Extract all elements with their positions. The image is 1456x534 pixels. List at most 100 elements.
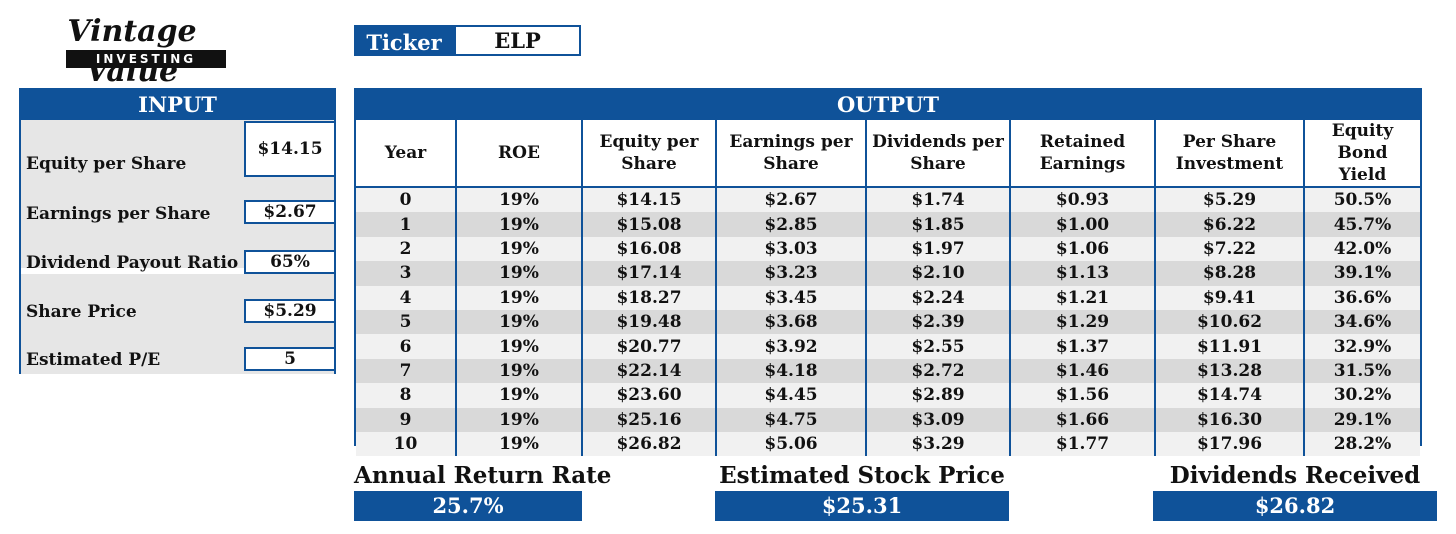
col-header-roe: ROE — [456, 120, 583, 188]
cell-equity-per-share: $26.82 — [582, 431, 717, 457]
cell-per-share-investment: $9.41 — [1155, 285, 1305, 310]
cell-dividends-per-share: $2.55 — [866, 334, 1011, 359]
table-row: 2 19% $16.08 $3.03 $1.97 $1.06 $7.22 42.0% — [356, 236, 1420, 262]
earnings-per-share-input[interactable]: $2.67 — [244, 200, 336, 224]
cell-roe: 19% — [456, 407, 583, 432]
cell-equity-per-share: $17.14 — [582, 261, 717, 286]
cell-roe: 19% — [456, 236, 583, 262]
cell-equity-per-share: $15.08 — [582, 212, 717, 237]
cell-retained-earnings: $1.06 — [1010, 236, 1156, 262]
cell-year: 10 — [356, 431, 457, 457]
cell-earnings-per-share: $4.45 — [716, 383, 867, 408]
cell-equity-bond-yield: 45.7% — [1304, 212, 1420, 237]
col-header-per-share-investment: Per Share Investment — [1155, 120, 1305, 188]
cell-roe: 19% — [456, 261, 583, 286]
cell-equity-per-share: $22.14 — [582, 358, 717, 384]
cell-per-share-investment: $7.22 — [1155, 236, 1305, 262]
cell-equity-bond-yield: 31.5% — [1304, 358, 1420, 384]
output-panel: OUTPUT Year ROE Equity per Share Earnings… — [354, 88, 1422, 457]
cell-dividends-per-share: $3.29 — [866, 431, 1011, 457]
dividend-payout-ratio-input[interactable]: 65% — [244, 250, 336, 274]
table-row: 4 19% $18.27 $3.45 $2.24 $1.21 $9.41 36.6% — [356, 285, 1420, 310]
table-row: 9 19% $25.16 $4.75 $3.09 $1.66 $16.30 29.1% — [356, 407, 1420, 432]
logo-band-text: INVESTING — [66, 50, 226, 68]
cell-roe: 19% — [456, 358, 583, 384]
cell-retained-earnings: $1.77 — [1010, 431, 1156, 457]
cell-earnings-per-share: $2.85 — [716, 212, 867, 237]
cell-year: 9 — [356, 407, 457, 432]
estimated-pe-input[interactable]: 5 — [244, 347, 336, 371]
cell-roe: 19% — [456, 187, 583, 213]
cell-roe: 19% — [456, 212, 583, 237]
cell-equity-per-share: $14.15 — [582, 187, 717, 213]
cell-earnings-per-share: $3.23 — [716, 261, 867, 286]
cell-roe: 19% — [456, 334, 583, 359]
cell-equity-bond-yield: 32.9% — [1304, 334, 1420, 359]
dividends-received-value: $26.82 — [1153, 491, 1437, 521]
col-header-dividends-per-share: Dividends per Share — [866, 120, 1011, 188]
table-row: 8 19% $23.60 $4.45 $2.89 $1.56 $14.74 30.2% — [356, 383, 1420, 408]
cell-year: 6 — [356, 334, 457, 359]
cell-dividends-per-share: $2.10 — [866, 261, 1011, 286]
cell-equity-bond-yield: 28.2% — [1304, 431, 1420, 457]
cell-equity-bond-yield: 39.1% — [1304, 261, 1420, 286]
equity-per-share-input[interactable]: $14.15 — [244, 121, 336, 177]
cell-dividends-per-share: $2.72 — [866, 358, 1011, 384]
cell-per-share-investment: $6.22 — [1155, 212, 1305, 237]
col-header-year: Year — [356, 120, 457, 188]
cell-earnings-per-share: $3.68 — [716, 309, 867, 335]
cell-year: 5 — [356, 309, 457, 335]
earnings-per-share-label: Earnings per Share — [26, 204, 211, 224]
share-price-input[interactable]: $5.29 — [244, 299, 336, 323]
cell-equity-per-share: $20.77 — [582, 334, 717, 359]
equity-per-share-label: Equity per Share — [26, 154, 187, 174]
cell-equity-bond-yield: 29.1% — [1304, 407, 1420, 432]
col-header-equity-per-share: Equity per Share — [582, 120, 717, 188]
dividend-payout-ratio-label: Dividend Payout Ratio — [26, 253, 239, 273]
cell-per-share-investment: $16.30 — [1155, 407, 1305, 432]
input-row-gap — [21, 268, 334, 274]
output-table: Year ROE Equity per Share Earnings per Sha… — [356, 120, 1420, 457]
col-header-retained-earnings: Retained Earnings — [1010, 120, 1156, 188]
col-header-earnings-per-share: Earnings per Share — [716, 120, 867, 188]
cell-per-share-investment: $14.74 — [1155, 383, 1305, 408]
output-panel-title: OUTPUT — [356, 90, 1420, 120]
cell-equity-per-share: $16.08 — [582, 236, 717, 262]
cell-per-share-investment: $5.29 — [1155, 187, 1305, 213]
logo: Vintage Value INVESTING — [26, 12, 238, 89]
cell-retained-earnings: $1.29 — [1010, 309, 1156, 335]
cell-year: 8 — [356, 383, 457, 408]
cell-dividends-per-share: $2.39 — [866, 309, 1011, 335]
cell-year: 3 — [356, 261, 457, 286]
share-price-label: Share Price — [26, 302, 137, 322]
ticker-label: Ticker — [354, 25, 454, 56]
cell-equity-per-share: $25.16 — [582, 407, 717, 432]
cell-dividends-per-share: $1.85 — [866, 212, 1011, 237]
cell-year: 0 — [356, 187, 457, 213]
cell-retained-earnings: $1.21 — [1010, 285, 1156, 310]
cell-equity-per-share: $19.48 — [582, 309, 717, 335]
cell-retained-earnings: $1.66 — [1010, 407, 1156, 432]
ticker-input[interactable]: ELP — [454, 25, 581, 56]
dividends-received-label: Dividends Received — [1169, 462, 1421, 489]
cell-retained-earnings: $1.00 — [1010, 212, 1156, 237]
estimated-stock-price-label: Estimated Stock Price — [719, 462, 1005, 489]
annual-return-label: Annual Return Rate — [354, 462, 612, 489]
cell-earnings-per-share: $3.92 — [716, 334, 867, 359]
cell-roe: 19% — [456, 431, 583, 457]
cell-roe: 19% — [456, 309, 583, 335]
cell-earnings-per-share: $3.03 — [716, 236, 867, 262]
cell-dividends-per-share: $1.74 — [866, 187, 1011, 213]
cell-dividends-per-share: $3.09 — [866, 407, 1011, 432]
cell-per-share-investment: $13.28 — [1155, 358, 1305, 384]
output-header-row: Year ROE Equity per Share Earnings per Sha… — [356, 120, 1420, 188]
cell-equity-bond-yield: 30.2% — [1304, 383, 1420, 408]
input-panel-title: INPUT — [21, 90, 334, 120]
cell-retained-earnings: $1.46 — [1010, 358, 1156, 384]
estimated-pe-label: Estimated P/E — [26, 350, 161, 370]
table-row: 1 19% $15.08 $2.85 $1.85 $1.00 $6.22 45.7% — [356, 212, 1420, 237]
cell-equity-bond-yield: 34.6% — [1304, 309, 1420, 335]
table-row: 3 19% $17.14 $3.23 $2.10 $1.13 $8.28 39.1% — [356, 261, 1420, 286]
table-row: 0 19% $14.15 $2.67 $1.74 $0.93 $5.29 50.5% — [356, 187, 1420, 213]
cell-retained-earnings: $1.37 — [1010, 334, 1156, 359]
